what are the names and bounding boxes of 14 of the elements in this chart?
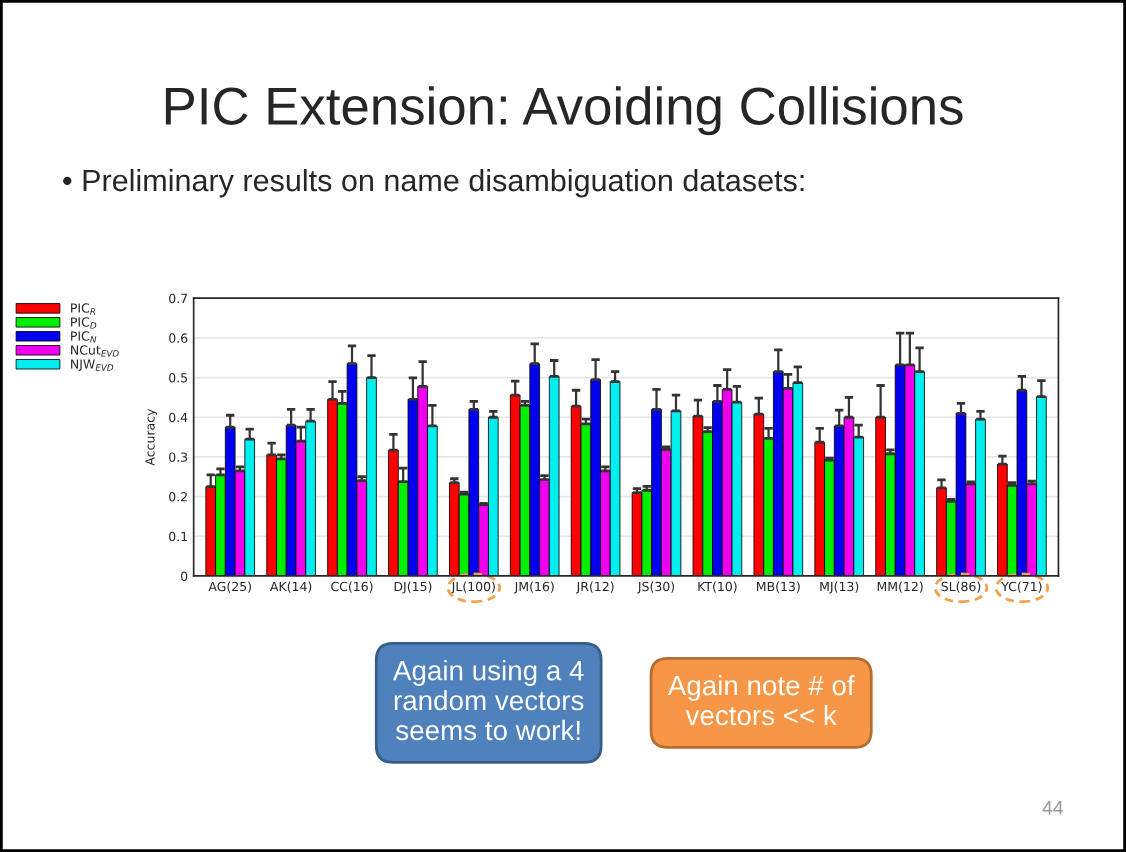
text: Again using a 4 random vectors seems to work!	[393, 660, 584, 741]
chart-title: PIC Extension: Avoiding Collisions	[165, 86, 963, 136]
bar	[692, 415, 704, 576]
bar	[631, 492, 643, 576]
bar	[814, 441, 826, 576]
bar	[327, 398, 338, 576]
bar	[388, 449, 399, 576]
text: 44	[1042, 801, 1064, 815]
text: Again note # of vectors << k	[667, 674, 855, 726]
bar	[997, 463, 1008, 576]
bar	[936, 487, 947, 576]
bar	[449, 482, 460, 576]
chart-subtitle: • Preliminary results on name disambiguation datasets:	[63, 168, 804, 198]
bar	[753, 413, 765, 576]
